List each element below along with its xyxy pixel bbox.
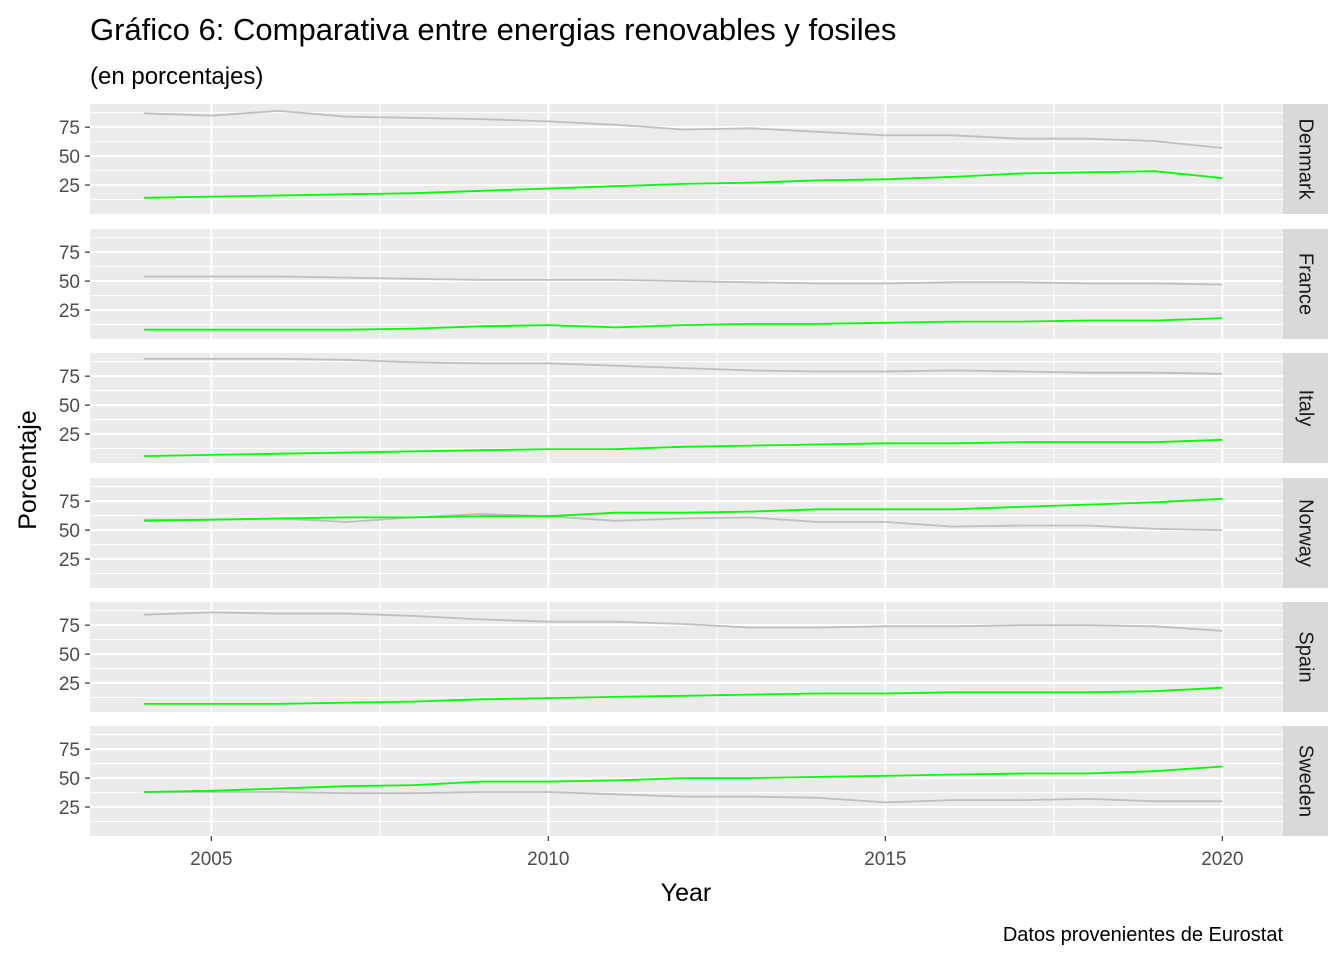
y-tick-label: 75 [59,118,80,139]
series-line-fosil [143,110,1223,149]
y-tick-label: 50 [59,147,80,168]
strip-background [1283,478,1328,588]
panel-sweden: 25 50 75 Sweden [59,726,1328,836]
y-tick-label: 25 [59,550,80,571]
y-tick-label: 25 [59,674,80,695]
series-line-fosil [143,275,1223,286]
series-line-renovable [143,497,1223,522]
x-axis-title: Year [661,879,712,907]
y-tick-label: 75 [59,367,80,388]
chart-title: Gráfico 6: Comparativa entre energias re… [90,12,896,47]
strip-label: France [1295,253,1317,315]
panel-france: 25 50 75 France [59,229,1328,339]
series-line-renovable [143,438,1223,457]
y-tick-label: 25 [59,176,80,197]
x-tick-label: 2005 [190,849,232,870]
facet-panels: 25 50 75 Denmark 25 50 75 France 25 50 75 Italy 25 50… [59,104,1328,836]
panel-background [90,478,1283,588]
x-tick-label: 2015 [864,849,906,870]
panel-background [90,104,1283,214]
y-tick-label: 50 [59,645,80,666]
y-tick-label: 50 [59,769,80,790]
strip-background [1283,353,1328,463]
y-tick-label: 50 [59,272,80,293]
y-tick-label: 75 [59,740,80,761]
x-tick-label: 2010 [527,849,569,870]
x-tick-label: 2020 [1201,849,1243,870]
y-axis-title: Porcentaje [14,410,42,530]
panel-background [90,602,1283,712]
y-tick-label: 75 [59,492,80,513]
series-line-fosil [143,357,1223,375]
panel-background [90,726,1283,836]
series-line-fosil [143,611,1223,632]
strip-background [1283,602,1328,712]
y-tick-label: 75 [59,616,80,637]
y-tick-label: 25 [59,301,80,322]
series-line-renovable [143,317,1223,331]
strip-label: Spain [1295,631,1317,682]
series-line-renovable [143,765,1223,793]
y-tick-label: 75 [59,243,80,264]
series-line-renovable [143,686,1223,705]
y-tick-label: 25 [59,798,80,819]
strip-background [1283,726,1328,836]
y-tick-label: 25 [59,425,80,446]
panel-background [90,353,1283,463]
strip-label: Italy [1295,390,1317,427]
chart-subtitle: (en porcentajes) [90,63,263,90]
strip-label: Sweden [1295,745,1317,817]
panel-norway: 25 50 75 Norway [59,478,1328,588]
strip-background [1283,104,1328,214]
strip-label: Norway [1295,499,1317,567]
panel-denmark: 25 50 75 Denmark [59,104,1328,214]
series-line-fosil [143,513,1223,531]
chart-caption: Datos provenientes de Eurostat [1003,924,1284,946]
panel-spain: 25 50 75 Spain [59,602,1328,712]
x-axis: 2005 2010 2015 2020 [190,836,1243,870]
strip-label: Denmark [1295,118,1317,200]
panel-italy: 25 50 75 Italy [59,353,1328,463]
y-tick-label: 50 [59,521,80,542]
series-line-fosil [143,791,1223,804]
strip-background [1283,229,1328,339]
series-line-renovable [143,170,1223,199]
y-tick-label: 50 [59,396,80,417]
